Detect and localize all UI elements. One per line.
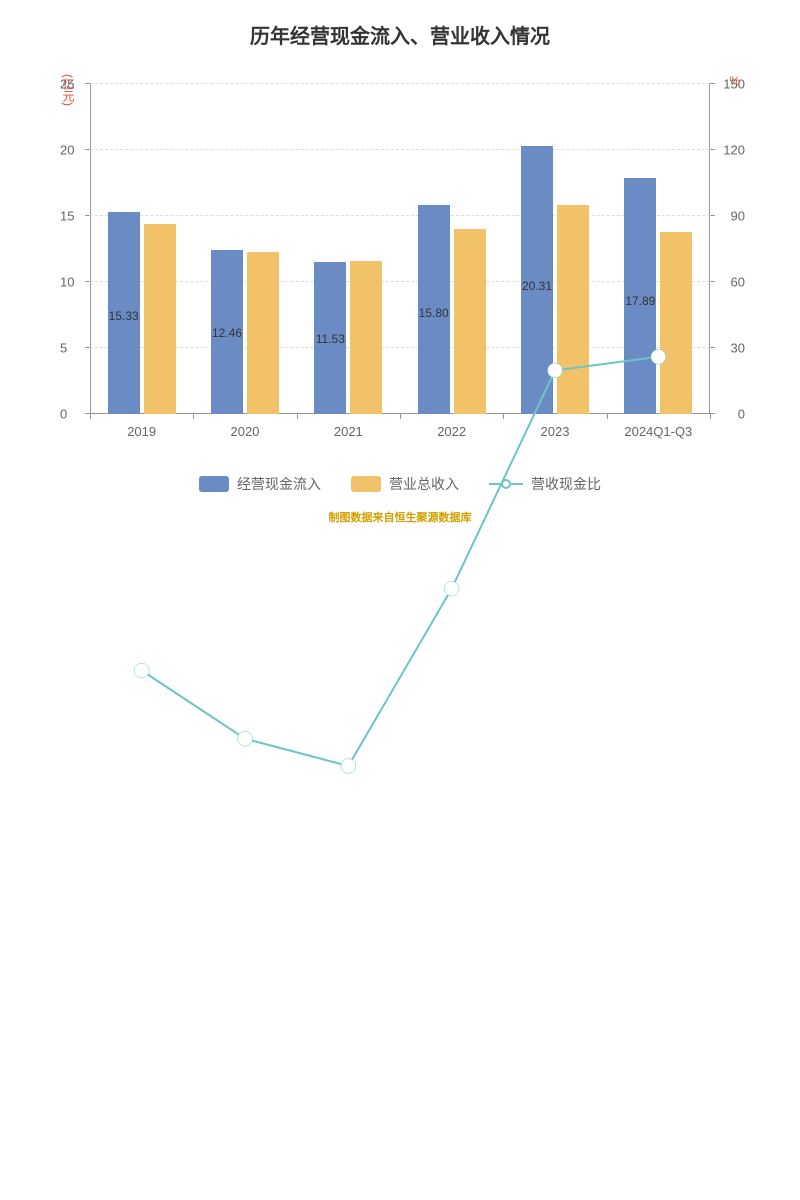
x-axis-label: 2020 <box>231 424 260 439</box>
y-axis-right <box>709 84 710 414</box>
bar-label: 20.31 <box>522 279 552 293</box>
bar-revenue <box>660 232 692 414</box>
grid-line <box>90 215 710 216</box>
grid-line <box>90 281 710 282</box>
y-tick-right: 90 <box>731 209 745 224</box>
legend-item-revenue: 营业总收入 <box>351 474 459 494</box>
bar-revenue <box>454 229 486 414</box>
y-tick-right: 120 <box>723 143 745 158</box>
y-tick-left: 25 <box>60 77 74 92</box>
legend-swatch-cash <box>199 476 229 492</box>
line-marker <box>341 759 356 774</box>
bar-label: 15.80 <box>419 306 449 320</box>
x-axis-label: 2022 <box>437 424 466 439</box>
legend-item-ratio: 营收现金比 <box>489 474 601 494</box>
bar-cash: 11.53 <box>314 262 346 414</box>
bar-cash: 17.89 <box>624 178 656 414</box>
legend: 经营现金流入 营业总收入 营收现金比 <box>40 474 760 494</box>
bar-label: 11.53 <box>316 332 345 346</box>
y-tick-right: 30 <box>731 341 745 356</box>
line-marker <box>238 731 253 746</box>
bar-label: 15.33 <box>109 309 139 323</box>
y-tick-left: 10 <box>60 275 74 290</box>
bar-cash: 15.80 <box>418 205 450 414</box>
bar-revenue <box>350 261 382 414</box>
plot-area: (亿元) % 0 5 10 15 20 25 0 30 60 90 120 15… <box>90 64 710 454</box>
bar-revenue <box>247 252 279 414</box>
y-axis-left <box>90 84 91 414</box>
bar-revenue <box>557 205 589 414</box>
x-axis-label: 2019 <box>127 424 156 439</box>
bar-cash: 20.31 <box>521 146 553 414</box>
bar-label: 17.89 <box>625 294 655 308</box>
bar-label: 12.46 <box>212 326 242 340</box>
chart-footer: 制图数据来自恒生聚源数据库 <box>40 509 760 525</box>
grid-line <box>90 83 710 84</box>
legend-line-ratio <box>489 479 523 489</box>
legend-swatch-revenue <box>351 476 381 492</box>
bar-revenue <box>144 224 176 414</box>
legend-label-cash: 经营现金流入 <box>237 474 321 494</box>
bar-cash: 12.46 <box>211 250 243 414</box>
line-marker <box>444 581 459 596</box>
bar-cash: 15.33 <box>108 212 140 414</box>
line-series-svg <box>90 84 710 1200</box>
y-tick-left: 15 <box>60 209 74 224</box>
y-tick-left: 20 <box>60 143 74 158</box>
legend-item-cash: 经营现金流入 <box>199 474 321 494</box>
x-axis-label: 2024Q1-Q3 <box>624 424 692 439</box>
chart-title: 历年经营现金流入、营业收入情况 <box>40 20 760 49</box>
y-tick-right: 60 <box>731 275 745 290</box>
legend-marker-ratio <box>501 479 511 489</box>
chart-container: 历年经营现金流入、营业收入情况 (亿元) % 0 5 10 15 20 25 0… <box>0 0 800 600</box>
y-tick-left: 5 <box>60 341 67 356</box>
y-tick-right: 0 <box>738 407 745 422</box>
legend-label-revenue: 营业总收入 <box>389 474 459 494</box>
line-marker <box>134 663 149 678</box>
grid-line <box>90 149 710 150</box>
y-tick-left: 0 <box>60 407 67 422</box>
y-tick-right: 150 <box>723 77 745 92</box>
grid-line <box>90 347 710 348</box>
x-axis-label: 2021 <box>334 424 363 439</box>
x-axis-label: 2023 <box>541 424 570 439</box>
legend-label-ratio: 营收现金比 <box>531 474 601 494</box>
